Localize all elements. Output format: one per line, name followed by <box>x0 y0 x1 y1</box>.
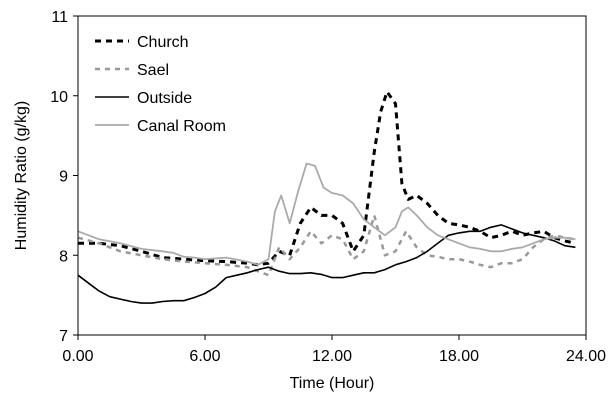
legend-label: Sael <box>137 62 169 79</box>
x-axis-title: Time (Hour) <box>290 375 375 392</box>
x-tick-label: 18.00 <box>439 348 479 365</box>
legend-label: Church <box>137 34 189 51</box>
y-tick-label: 8 <box>59 248 68 265</box>
plot-frame <box>77 15 587 336</box>
x-tick-label: 24.00 <box>566 348 606 365</box>
x-tick-label: 0.00 <box>62 348 93 365</box>
legend: Church Sael Outside Canal Room <box>95 34 226 135</box>
series-line-sael <box>77 214 576 277</box>
y-tick-label: 9 <box>59 169 68 186</box>
y-tick-label: 10 <box>50 89 68 106</box>
legend-label: Canal Room <box>137 118 226 135</box>
y-axis-ticks: 7 8 9 10 11 <box>50 9 78 345</box>
y-tick-label: 11 <box>51 9 68 26</box>
x-axis-ticks: 0.00 6.00 12.00 18.00 24.00 <box>62 335 606 365</box>
legend-label: Outside <box>137 90 192 107</box>
x-tick-label: 6.00 <box>189 348 220 365</box>
series-line-church <box>78 90 576 267</box>
series-layer <box>77 90 576 304</box>
series-line-canal-room <box>77 162 576 266</box>
x-tick-label: 12.00 <box>312 348 352 365</box>
y-axis-title: Humidity Ratio (g/kg) <box>13 101 30 250</box>
y-tick-label: 7 <box>59 328 68 345</box>
series-line-outside <box>77 224 576 304</box>
